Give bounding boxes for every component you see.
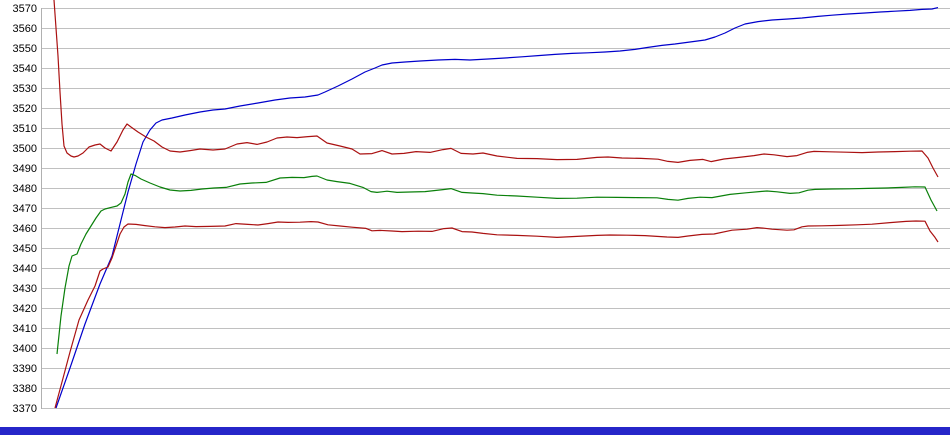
y-tick-label: 3500: [13, 143, 37, 155]
y-tick-label: 3400: [13, 343, 37, 355]
y-tick-label: 3440: [13, 263, 37, 275]
y-tick-label: 3390: [13, 363, 37, 375]
y-tick-label: 3570: [13, 3, 37, 15]
series-dark-red-lower-line: [54, 220, 939, 409]
bottom-bar: [0, 427, 950, 435]
y-tick-label: 3520: [13, 103, 37, 115]
series-blue-line: [55, 7, 939, 409]
y-tick-label: 3490: [13, 163, 37, 175]
y-tick-label: 3560: [13, 23, 37, 35]
series-green-line: [56, 173, 938, 355]
y-tick-label: 3410: [13, 323, 37, 335]
y-tick-label: 3450: [13, 243, 37, 255]
y-tick-label: 3550: [13, 43, 37, 55]
y-tick-label: 3480: [13, 183, 37, 195]
y-tick-label: 3430: [13, 283, 37, 295]
y-tick-label: 3370: [13, 403, 37, 415]
y-tick-label: 3530: [13, 83, 37, 95]
y-tick-label: 3510: [13, 123, 37, 135]
y-tick-label: 3420: [13, 303, 37, 315]
series-dark-red-upper-line: [53, 0, 939, 178]
y-tick-label: 3540: [13, 63, 37, 75]
y-tick-label: 3380: [13, 383, 37, 395]
y-tick-label: 3460: [13, 223, 37, 235]
y-tick-label: 3470: [13, 203, 37, 215]
